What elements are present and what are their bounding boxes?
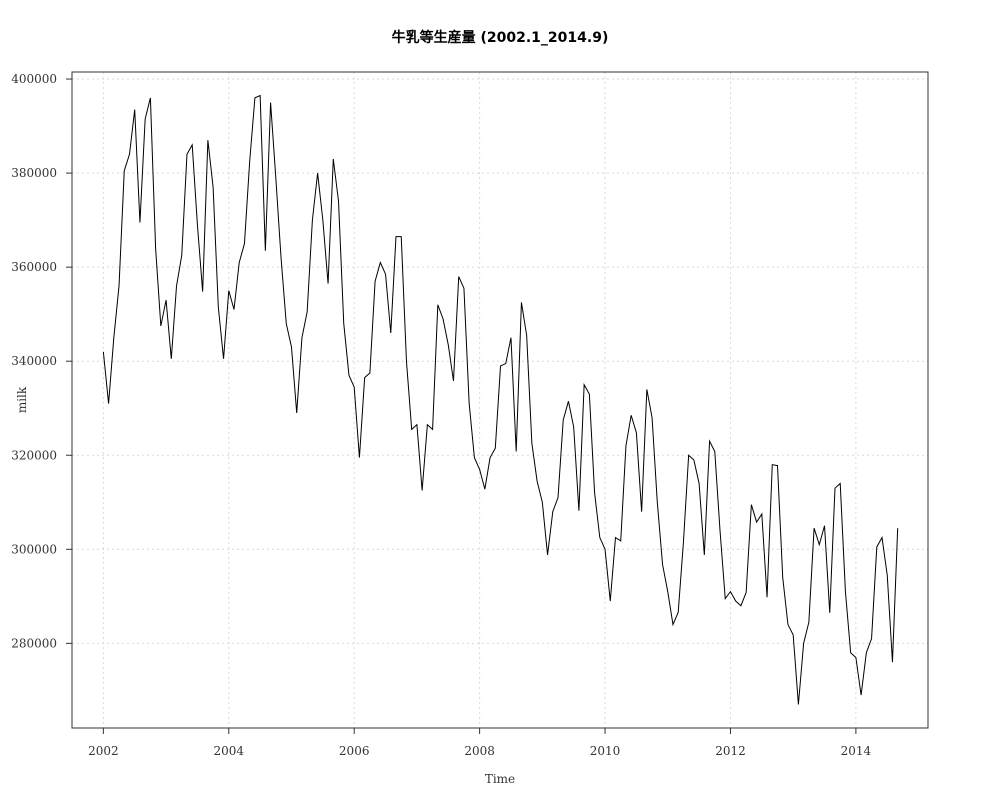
plot-frame — [71, 71, 929, 729]
y-tick-label: 300000 — [11, 542, 57, 556]
milk-series-line — [102, 94, 899, 705]
y-tick-label: 320000 — [11, 448, 57, 462]
x-axis: 2002 2004 2006 2008 2010 2012 2014 — [88, 727, 872, 758]
y-tick-label: 340000 — [11, 354, 57, 368]
y-tick-label: 400000 — [11, 72, 57, 86]
x-tick-label: 2008 — [464, 744, 495, 758]
x-tick-label: 2014 — [841, 744, 872, 758]
x-tick-label: 2002 — [88, 744, 119, 758]
chart-title: 牛乳等生産量 (2002.1_2014.9) — [392, 29, 609, 46]
x-tick-label: 2010 — [590, 744, 621, 758]
y-tick-label: 280000 — [11, 636, 57, 650]
x-axis-label: Time — [485, 772, 515, 786]
y-tick-label: 380000 — [11, 166, 57, 180]
y-tick-label: 360000 — [11, 260, 57, 274]
y-axis: 280000 300000 320000 340000 360000 380000 4000… — [11, 72, 73, 650]
y-axis-label: milk — [15, 386, 29, 413]
x-tick-label: 2006 — [339, 744, 370, 758]
x-tick-label: 2004 — [214, 744, 245, 758]
x-tick-label: 2012 — [715, 744, 746, 758]
grid-lines — [72, 72, 928, 728]
